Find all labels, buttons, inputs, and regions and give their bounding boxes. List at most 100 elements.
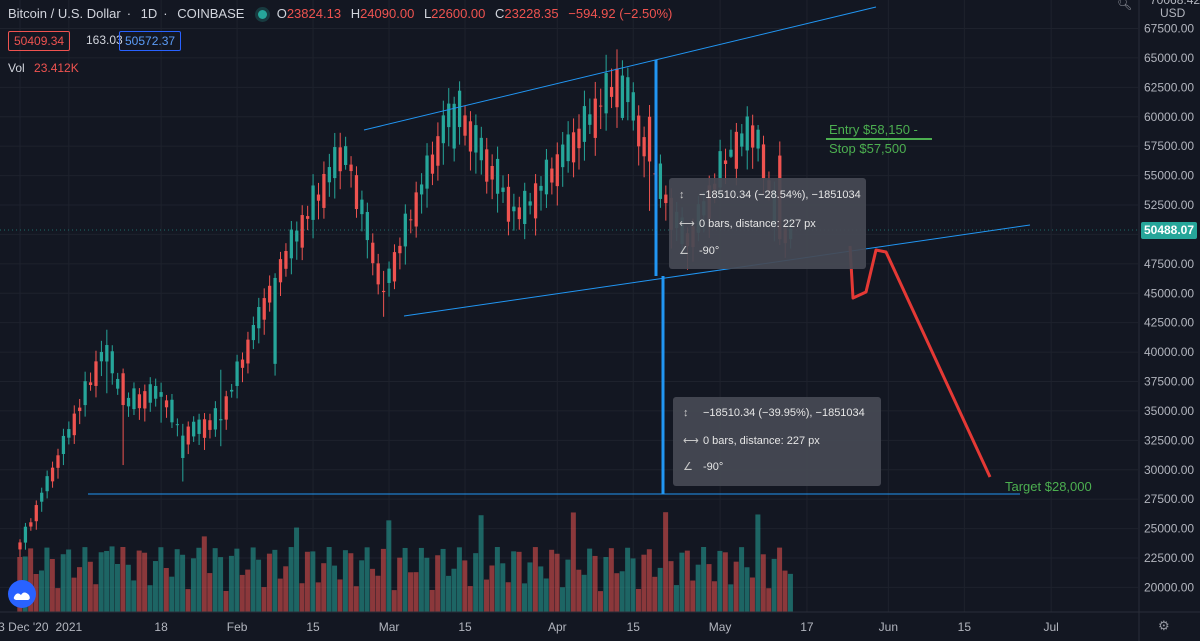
- candle-body: [620, 75, 625, 118]
- candle-body: [29, 522, 33, 527]
- volume-bar: [218, 557, 224, 612]
- volume-bar: [538, 566, 544, 612]
- candle-body: [170, 399, 174, 423]
- buy-button[interactable]: 50572.37: [119, 31, 182, 51]
- volume-bar: [109, 546, 115, 612]
- volume-bar: [402, 547, 408, 612]
- time-tick-label: 15: [958, 620, 972, 634]
- chart-header: Bitcoin / U.S. Dollar · 1D · COINBASE O238…: [8, 6, 678, 21]
- settings-icon[interactable]: ⚙: [1158, 618, 1170, 633]
- volume-bar: [71, 577, 77, 612]
- volume-bar: [375, 575, 381, 612]
- projection-path[interactable]: [848, 245, 992, 478]
- volume-bar: [684, 550, 690, 612]
- volume-bar: [125, 564, 131, 612]
- volume-bar: [516, 551, 522, 612]
- volume-bar: [668, 561, 674, 612]
- candle-body: [447, 103, 451, 128]
- volume-bar: [462, 560, 468, 612]
- volume-bar: [641, 554, 647, 612]
- volume-bar: [478, 515, 484, 612]
- volume-bar: [522, 583, 528, 612]
- candle-body: [126, 397, 131, 407]
- candle-body: [61, 435, 66, 455]
- range-icon: ↕: [679, 189, 685, 201]
- volume-bar: [315, 582, 321, 612]
- interval-label[interactable]: 1D: [140, 6, 158, 21]
- volume-bar: [451, 568, 457, 612]
- volume-bar: [326, 547, 332, 612]
- upper-channel-line[interactable]: [363, 6, 877, 131]
- candle-body: [517, 207, 521, 220]
- candle-body: [599, 105, 603, 107]
- symbol-name[interactable]: Bitcoin / U.S. Dollar: [8, 6, 121, 21]
- candle-body: [186, 426, 190, 445]
- volume-bar: [28, 548, 34, 612]
- volume-bar: [234, 548, 240, 612]
- volume-bar: [223, 590, 229, 612]
- candle-body: [164, 400, 169, 408]
- candle-body: [626, 77, 630, 103]
- volume-bar: [239, 574, 245, 612]
- tradingview-logo-icon[interactable]: [8, 580, 36, 608]
- measure-bars: 0 bars, distance: 227 px: [703, 435, 820, 447]
- bars-icon: ⟷: [683, 435, 699, 447]
- volume-bar: [304, 551, 310, 612]
- volume-bar: [277, 578, 283, 612]
- volume-bar: [190, 558, 196, 612]
- candle-body: [262, 298, 266, 320]
- volume-bar: [446, 575, 452, 612]
- volume-bar: [771, 558, 777, 612]
- volume-bar: [739, 547, 745, 612]
- volume-bar: [136, 550, 142, 612]
- candle-body: [734, 131, 739, 169]
- candle-body: [647, 116, 652, 162]
- candle-body: [110, 351, 114, 374]
- search-icon[interactable]: 🔍︎: [1117, 0, 1133, 11]
- measure-tooltip-small[interactable]: ↕ −18510.34 (−28.54%), −1851034 ⟷ 0 bars, …: [669, 178, 866, 269]
- time-tick-label: Feb: [227, 620, 248, 634]
- candle-body: [316, 194, 321, 201]
- candle-body: [637, 115, 641, 147]
- candle-body: [419, 184, 424, 195]
- candle-body: [300, 215, 304, 248]
- candle-body: [452, 103, 456, 149]
- price-tick-label: 57500.00: [1144, 139, 1194, 153]
- volume-bar: [543, 578, 549, 612]
- candle-body: [528, 201, 532, 206]
- volume-bar: [592, 555, 598, 612]
- candle-body: [658, 163, 663, 199]
- candle-body: [571, 132, 576, 163]
- candle-body: [642, 137, 646, 157]
- volume-bar: [619, 571, 625, 612]
- volume-bar: [142, 552, 148, 612]
- volume-value: 23.412K: [34, 61, 79, 75]
- candle-body: [463, 115, 467, 136]
- volume-bar: [489, 565, 495, 612]
- volume-bar: [554, 553, 560, 612]
- volume-bar: [294, 527, 300, 612]
- measure-tooltip-large[interactable]: ↕ −18510.34 (−39.95%), −1851034 ⟷ 0 bars, …: [673, 397, 881, 486]
- candle-body: [468, 121, 473, 152]
- open-label: O: [276, 6, 287, 21]
- candle-body: [306, 216, 310, 219]
- lower-channel-line[interactable]: [403, 224, 1031, 317]
- candle-body: [539, 185, 543, 191]
- open-value: 23824.13: [286, 6, 342, 21]
- volume-legend: Vol 23.412K: [8, 61, 79, 75]
- candle-body: [338, 147, 342, 172]
- candle-body: [392, 252, 397, 282]
- price-tick-label: 62500.00: [1144, 80, 1194, 94]
- stop-label: Stop $57,500: [829, 141, 906, 156]
- measure-angle: -90°: [703, 461, 724, 473]
- candle-body: [756, 129, 760, 149]
- volume-bar: [348, 553, 354, 612]
- volume-bar: [114, 563, 120, 612]
- candle-body: [99, 351, 104, 362]
- candle-body: [485, 149, 489, 182]
- time-tick-label: 23 Dec '20: [0, 620, 49, 634]
- price-tick-label: 20000.00: [1144, 580, 1194, 594]
- candle-body: [349, 164, 353, 172]
- sell-button[interactable]: 50409.34: [8, 31, 71, 51]
